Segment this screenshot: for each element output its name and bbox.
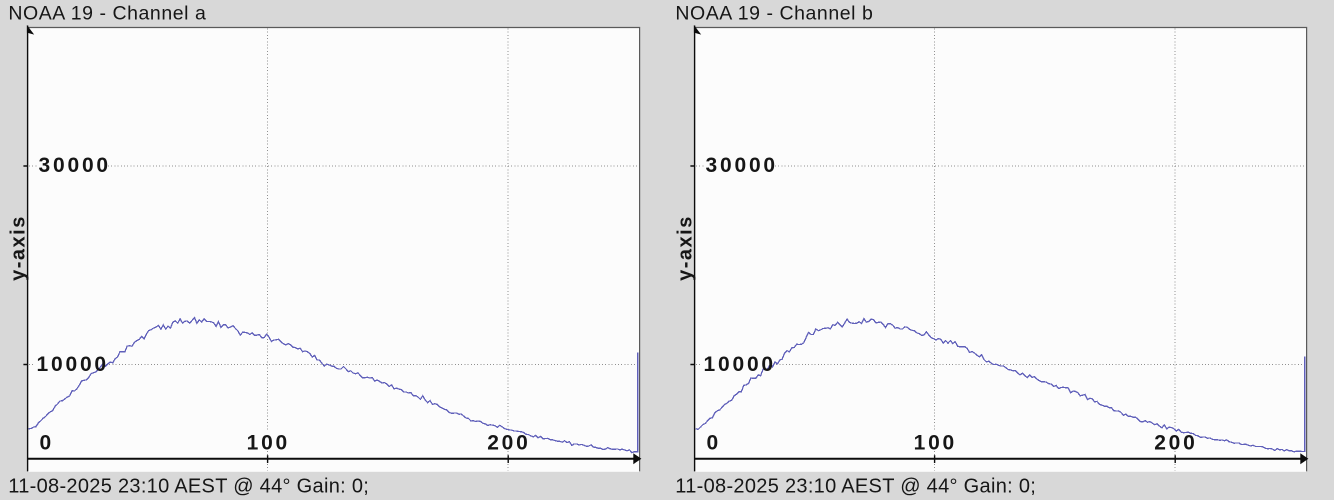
svg-text:y-axis: y-axis: [8, 215, 30, 281]
svg-text:NOAA 19 - Channel a: NOAA 19 - Channel a: [8, 3, 206, 25]
svg-text:30000: 30000: [39, 154, 111, 177]
svg-text:10000: 10000: [704, 353, 776, 376]
svg-text:100: 100: [914, 431, 957, 454]
svg-text:11-08-2025 23:10 AEST @ 44° Ga: 11-08-2025 23:10 AEST @ 44° Gain: 0;: [675, 475, 1036, 497]
svg-text:NOAA 19 - Channel b: NOAA 19 - Channel b: [675, 3, 873, 25]
svg-text:0: 0: [40, 431, 54, 454]
svg-text:100: 100: [247, 431, 290, 454]
svg-text:200: 200: [487, 431, 530, 454]
svg-text:10000: 10000: [37, 353, 109, 376]
svg-text:11-08-2025 23:10 AEST @ 44° Ga: 11-08-2025 23:10 AEST @ 44° Gain: 0;: [8, 475, 369, 497]
svg-text:0: 0: [707, 431, 721, 454]
svg-text:30000: 30000: [706, 154, 778, 177]
svg-text:y-axis: y-axis: [675, 215, 697, 281]
svg-text:200: 200: [1154, 431, 1197, 454]
